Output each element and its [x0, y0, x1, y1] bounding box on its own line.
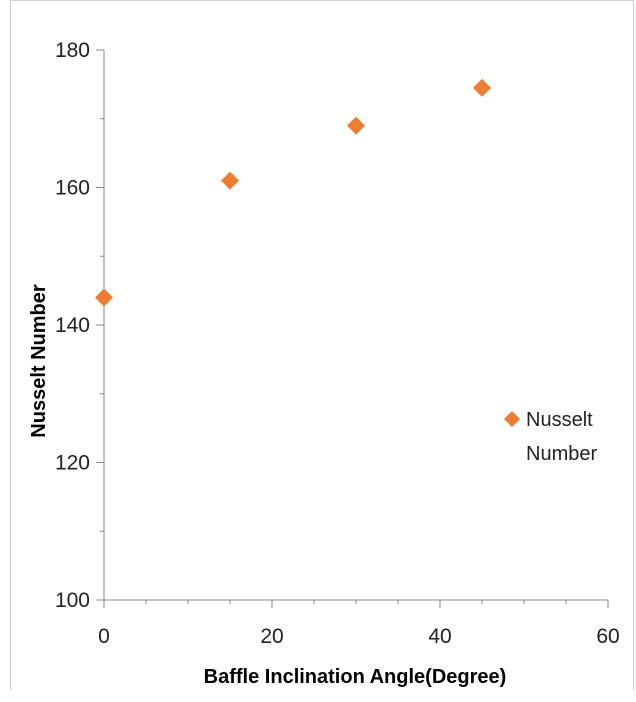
data-point: [95, 288, 113, 307]
y-axis-title: Nusselt Number: [28, 284, 50, 438]
data-point: [221, 171, 239, 190]
y-tick-label: 100: [55, 589, 90, 612]
data-point: [347, 116, 365, 135]
x-tick-label: 60: [596, 625, 619, 648]
axes: [96, 49, 609, 608]
x-axis-title: Baffle Inclination Angle(Degree): [204, 666, 507, 688]
y-tick-label: 140: [55, 314, 90, 337]
legend-label-line1: Nusselt: [526, 409, 593, 431]
legend-marker: [504, 411, 520, 427]
x-tick-label: 20: [260, 625, 283, 648]
data-points: [95, 78, 491, 307]
chart-frame: [10, 0, 634, 690]
y-tick-label: 120: [55, 452, 90, 475]
data-point: [473, 78, 491, 97]
y-tick-label: 180: [55, 39, 90, 62]
legend: Nusselt Number: [504, 409, 597, 465]
x-tick-label: 0: [98, 625, 110, 648]
y-tick-label: 160: [55, 177, 90, 200]
legend-label-line2: Number: [526, 443, 597, 465]
x-tick-label: 40: [428, 625, 451, 648]
tick-labels: 100 120 140 160 180 0 20 40 60: [55, 39, 620, 648]
